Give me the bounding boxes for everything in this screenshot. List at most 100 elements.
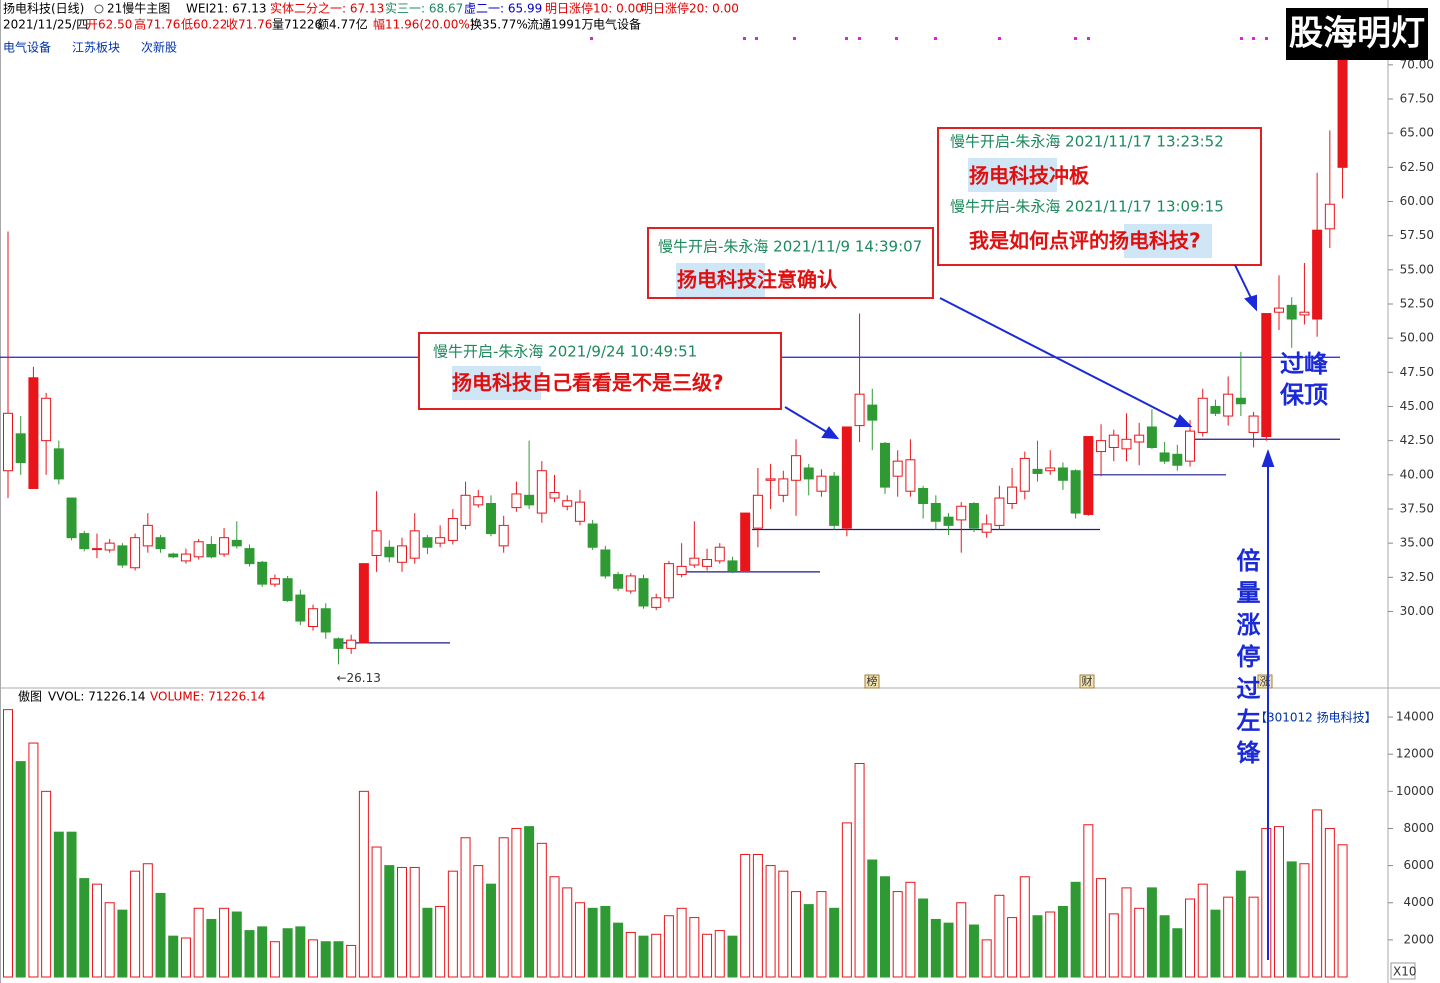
header-item: 21慢牛主图 xyxy=(107,1,170,16)
header-item: 低60.22 xyxy=(181,18,227,32)
volume-bar xyxy=(346,944,357,978)
volume-bar xyxy=(1032,915,1043,978)
candle-body xyxy=(117,545,128,566)
volume-bar xyxy=(435,905,446,978)
candle-body xyxy=(1045,467,1056,472)
y-tick-label: 62.50 xyxy=(1400,160,1434,174)
scale-label: X10 xyxy=(1393,965,1417,979)
volume-bar xyxy=(905,881,916,978)
candle-body xyxy=(231,539,242,547)
y-tick-label: 40.00 xyxy=(1400,467,1434,481)
volume-bar xyxy=(549,876,560,978)
y-tick-label: 35.00 xyxy=(1400,536,1434,550)
candle-body xyxy=(1248,415,1259,433)
volume-bar xyxy=(142,863,153,978)
candle-body xyxy=(930,503,941,522)
volume-bar xyxy=(1337,844,1348,978)
header-item: 高71.76 xyxy=(134,17,180,32)
volume-bar xyxy=(1248,896,1259,978)
candle-body xyxy=(1185,430,1196,462)
candle-body xyxy=(968,503,979,529)
signal-dots xyxy=(590,37,1268,40)
volume-bar xyxy=(473,865,484,978)
candle-body xyxy=(1083,436,1094,515)
candle-body xyxy=(320,608,331,633)
candle-body xyxy=(244,548,255,565)
volume-bar xyxy=(3,709,13,978)
candle-body xyxy=(829,475,840,526)
volume-bar xyxy=(295,926,306,978)
candle-body xyxy=(219,537,230,555)
header-item: 明日涨停10: 0.00 xyxy=(545,1,643,16)
candle-body xyxy=(1007,486,1018,505)
event-marker-bg xyxy=(1079,674,1095,689)
candle-body xyxy=(562,500,573,507)
candle-body xyxy=(155,537,166,550)
header-item: 额4.77亿 xyxy=(317,17,368,32)
candle-body xyxy=(333,638,344,649)
volume-bar xyxy=(193,907,204,978)
candle-body xyxy=(371,530,382,556)
candle-body xyxy=(1324,203,1335,230)
volume-bar xyxy=(702,933,713,978)
header-item: 虚二一: 65.99 xyxy=(464,2,542,16)
candle-body xyxy=(791,455,802,481)
volume-bar xyxy=(308,939,319,978)
candle-body xyxy=(778,478,789,496)
legend-item: VVOL: 71226.14 xyxy=(48,690,145,704)
candle-body xyxy=(66,497,77,539)
candle-body xyxy=(1274,307,1284,313)
header-icon xyxy=(94,4,104,14)
header-item: 电气设备 xyxy=(593,17,641,32)
volume-bar xyxy=(104,902,115,978)
volume-bar xyxy=(397,866,408,978)
annotation-author: 慢牛开启-朱永海 2021/9/24 10:49:51 xyxy=(433,343,697,361)
y-tick-label: 42.50 xyxy=(1400,433,1434,447)
candle-body xyxy=(308,608,319,628)
y-tick-label: 45.00 xyxy=(1400,399,1434,413)
candle-body xyxy=(1096,440,1107,453)
volume-bar xyxy=(1007,917,1018,978)
candle-body xyxy=(765,478,776,481)
candle-body xyxy=(282,578,293,602)
header-item: 量71226 xyxy=(272,18,322,32)
candle-body xyxy=(740,512,751,571)
volume-bar xyxy=(371,846,382,978)
candle-body xyxy=(15,433,26,464)
volume-bar xyxy=(968,924,979,978)
candle-body xyxy=(460,494,471,526)
header-item: 实三一: 68.67 xyxy=(385,1,463,16)
volume-bar xyxy=(841,822,852,978)
candle-body xyxy=(1337,58,1348,168)
volume-bar xyxy=(1223,896,1234,978)
candle-body xyxy=(981,523,992,533)
y-tick-label: 8000 xyxy=(1403,821,1434,835)
annotation: 慢牛开启-朱永海 2021/11/17 13:23:52 扬电科技冲板 慢牛开启… xyxy=(937,127,1262,266)
volume-bar xyxy=(206,918,217,978)
tab: 江苏板块 xyxy=(72,41,120,55)
candle-body xyxy=(841,426,852,529)
volume-bar xyxy=(854,762,865,978)
volume-bar xyxy=(524,826,535,978)
volume-bar xyxy=(485,883,496,978)
volume-bar xyxy=(892,891,903,978)
volume-bar xyxy=(66,831,77,978)
volume-bar xyxy=(282,928,293,978)
watermark: 股海明灯 xyxy=(1289,14,1425,54)
volume-bar xyxy=(1274,826,1284,978)
candle-body xyxy=(91,548,102,551)
annotation-author: 慢牛开启-朱永海 2021/11/9 14:39:07 xyxy=(658,238,922,256)
volume-bar xyxy=(1299,863,1310,978)
candle-body xyxy=(28,377,39,489)
volume-bar xyxy=(333,941,344,978)
volume-bar xyxy=(15,761,26,978)
volume-bar xyxy=(1261,827,1272,978)
vertical-note: 倍量涨停过左锋 xyxy=(1232,547,1260,772)
y-tick-label: 55.00 xyxy=(1400,262,1434,276)
volume-bar xyxy=(651,933,662,978)
candle-body xyxy=(180,553,191,562)
candle-body xyxy=(384,546,395,558)
volume-bar xyxy=(1312,809,1323,978)
volume-bar xyxy=(320,941,331,978)
